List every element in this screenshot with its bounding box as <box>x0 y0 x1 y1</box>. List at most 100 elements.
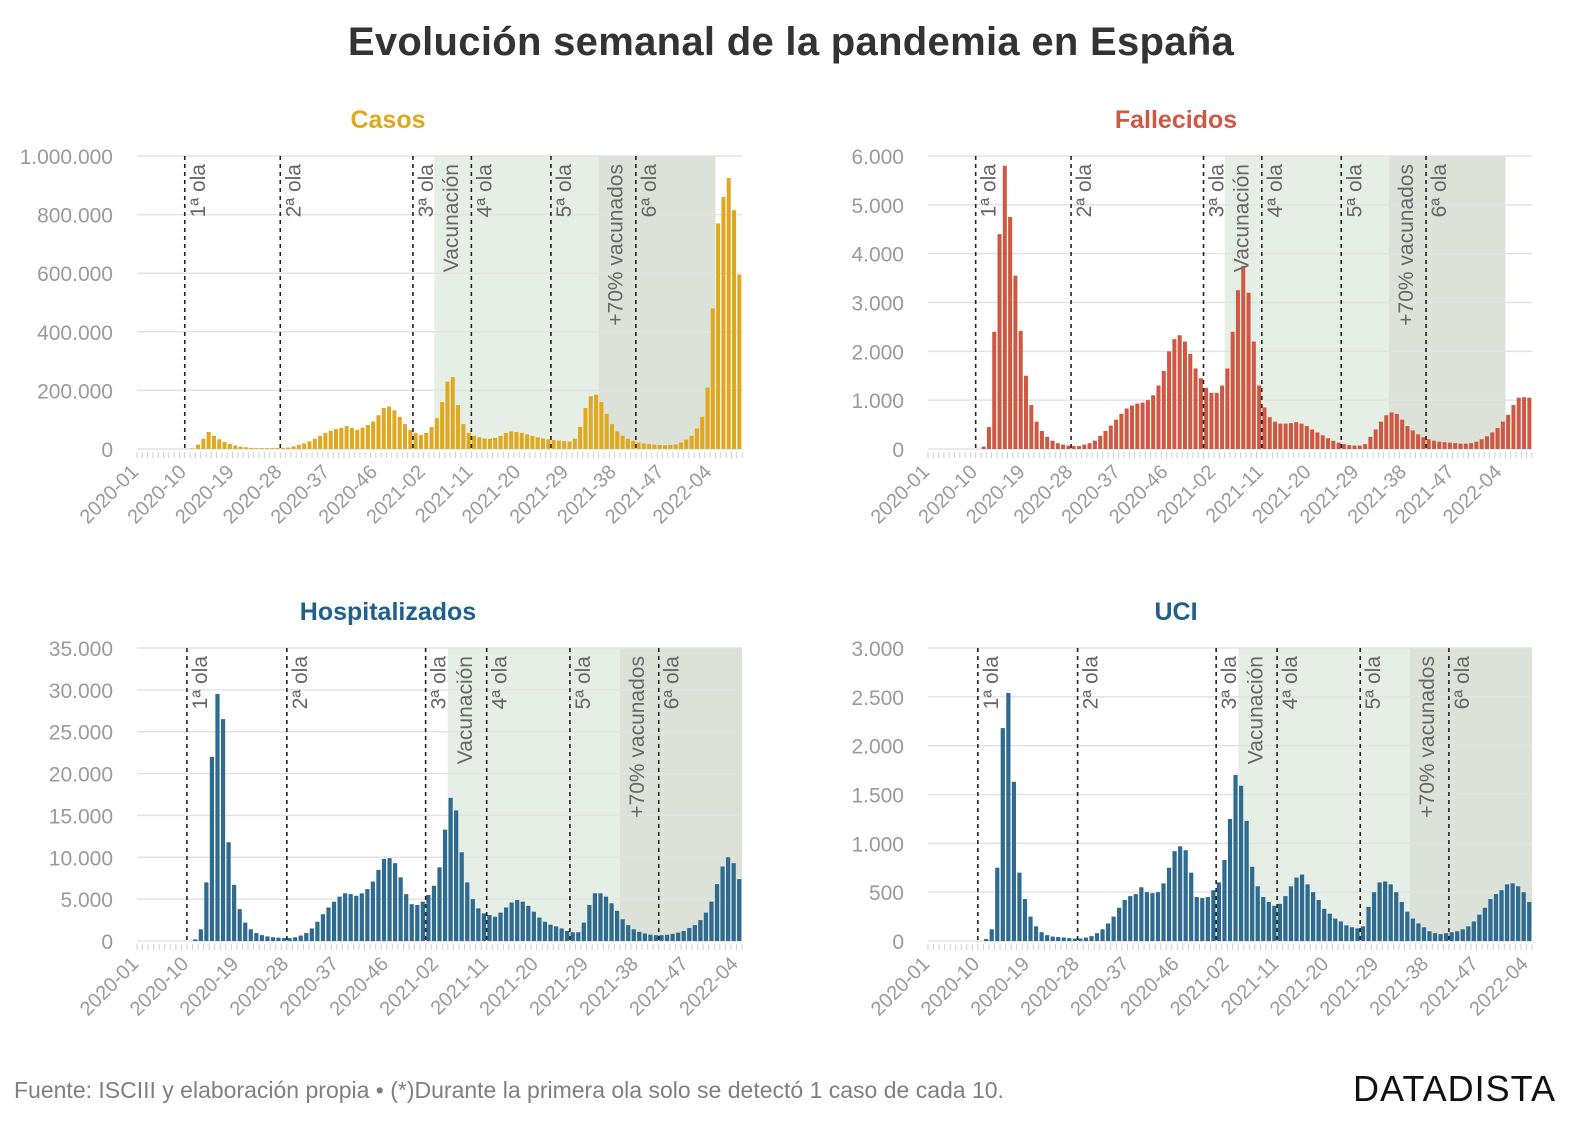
bar <box>1000 728 1005 941</box>
y-tick-label: 800.000 <box>37 205 113 228</box>
wave-label: 3ª ola <box>1218 656 1241 710</box>
bar <box>470 899 475 941</box>
bar <box>1241 265 1246 449</box>
wave-label: 1ª ola <box>978 164 1001 218</box>
bar <box>1251 341 1256 449</box>
y-tick-label: 600.000 <box>37 263 113 286</box>
y-tick-label: 0 <box>892 931 904 954</box>
bar <box>1458 443 1463 449</box>
wave-label: 2ª ola <box>282 164 305 218</box>
bar <box>1333 918 1338 941</box>
bar <box>275 448 280 449</box>
bar <box>1469 443 1474 449</box>
bar <box>1352 445 1357 449</box>
bar <box>551 439 556 449</box>
bar <box>233 445 238 449</box>
y-tick-label: 3.000 <box>851 638 904 661</box>
bar <box>1124 408 1129 449</box>
bar <box>692 925 697 941</box>
bar <box>599 402 604 449</box>
bar <box>1322 908 1327 941</box>
bar <box>381 858 387 941</box>
bar <box>1161 883 1166 941</box>
bar <box>710 308 715 449</box>
bar <box>1266 901 1271 941</box>
bar <box>1504 884 1510 941</box>
y-tick-label: 30.000 <box>49 680 113 703</box>
bar <box>296 444 301 449</box>
chart-uci: UCI05001.0001.5002.0002.5003.0002020-012… <box>851 598 1532 1020</box>
bar <box>337 896 342 941</box>
bar <box>254 448 259 449</box>
wave-label: 3ª ola <box>1206 164 1229 218</box>
wave-label: 3ª ola <box>428 656 451 710</box>
bar <box>477 437 482 449</box>
wave-label: 4ª ola <box>1279 656 1302 710</box>
bar <box>387 406 392 449</box>
wave-label: 1ª ola <box>187 164 210 218</box>
bar <box>642 933 647 941</box>
bar <box>687 928 692 941</box>
bar <box>1355 928 1360 941</box>
bar <box>476 908 481 941</box>
bar <box>664 934 670 941</box>
bar <box>1029 405 1034 449</box>
y-tick-label: 1.000.000 <box>20 146 113 169</box>
wave-label: 1ª ola <box>980 656 1003 710</box>
bar <box>716 223 721 449</box>
bar <box>576 932 581 941</box>
bar <box>1133 894 1138 941</box>
bar <box>1460 929 1465 941</box>
y-tick-label: 20.000 <box>49 764 113 787</box>
bar <box>1294 877 1299 941</box>
bar <box>365 889 370 941</box>
bar <box>259 448 264 449</box>
y-tick-label: 4.000 <box>851 244 904 267</box>
bar <box>567 441 572 449</box>
bar <box>1288 423 1293 449</box>
bar <box>659 935 664 941</box>
bar <box>466 432 471 449</box>
shaded-period-label: +70% vacunados <box>1416 656 1439 818</box>
shaded-period-vacunacion <box>447 648 626 941</box>
bar <box>1214 392 1219 449</box>
shaded-period-70-vacunados <box>598 156 716 449</box>
bar <box>1222 859 1227 941</box>
bar <box>1341 444 1346 449</box>
bar <box>668 444 673 449</box>
bar <box>1250 866 1255 941</box>
bar <box>1244 820 1249 941</box>
bar <box>1209 392 1214 449</box>
bar <box>1193 368 1198 449</box>
wave-label: 2ª ola <box>1080 656 1103 710</box>
bar <box>703 912 709 941</box>
bar <box>465 882 470 941</box>
bar <box>320 914 326 941</box>
bar <box>648 934 653 941</box>
bar <box>1246 292 1251 449</box>
shaded-period-label: Vacunación <box>440 164 463 272</box>
bar <box>1257 385 1262 449</box>
bar <box>1076 446 1082 449</box>
bar <box>1087 443 1092 449</box>
shaded-period-label: Vacunación <box>454 656 477 764</box>
bar <box>1111 916 1116 941</box>
bar <box>254 933 259 941</box>
bar <box>456 405 461 449</box>
bar <box>615 431 620 449</box>
bar <box>1438 934 1443 941</box>
bar <box>376 415 381 449</box>
bar <box>1211 890 1216 941</box>
bar <box>265 936 270 941</box>
bar <box>588 396 593 449</box>
bar <box>1172 851 1177 941</box>
bar <box>302 443 307 449</box>
bar <box>331 901 337 941</box>
bar <box>348 894 353 941</box>
bar <box>721 197 726 449</box>
bar <box>492 916 498 941</box>
shaded-period-label: +70% vacunados <box>626 656 649 818</box>
bar <box>1493 894 1499 941</box>
bar <box>222 441 227 449</box>
bar <box>1399 901 1404 941</box>
